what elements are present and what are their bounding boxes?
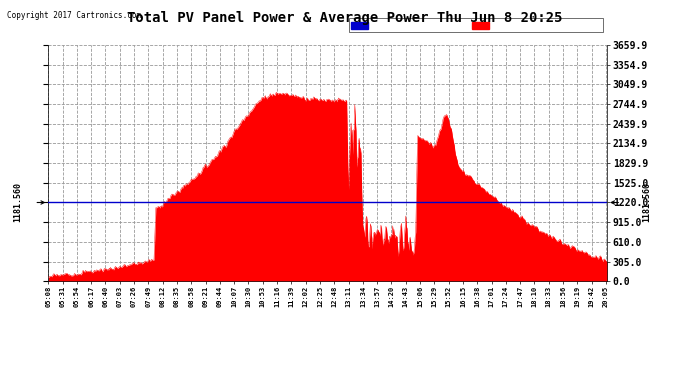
Legend: Average  (DC Watts), PV Panels  (DC Watts): Average (DC Watts), PV Panels (DC Watts) bbox=[349, 18, 603, 33]
Text: Total PV Panel Power & Average Power Thu Jun 8 20:25: Total PV Panel Power & Average Power Thu… bbox=[127, 11, 563, 25]
Text: 1181.560: 1181.560 bbox=[13, 183, 22, 222]
Text: 1181.560: 1181.560 bbox=[642, 183, 651, 222]
Text: Copyright 2017 Cartronics.com: Copyright 2017 Cartronics.com bbox=[7, 11, 141, 20]
